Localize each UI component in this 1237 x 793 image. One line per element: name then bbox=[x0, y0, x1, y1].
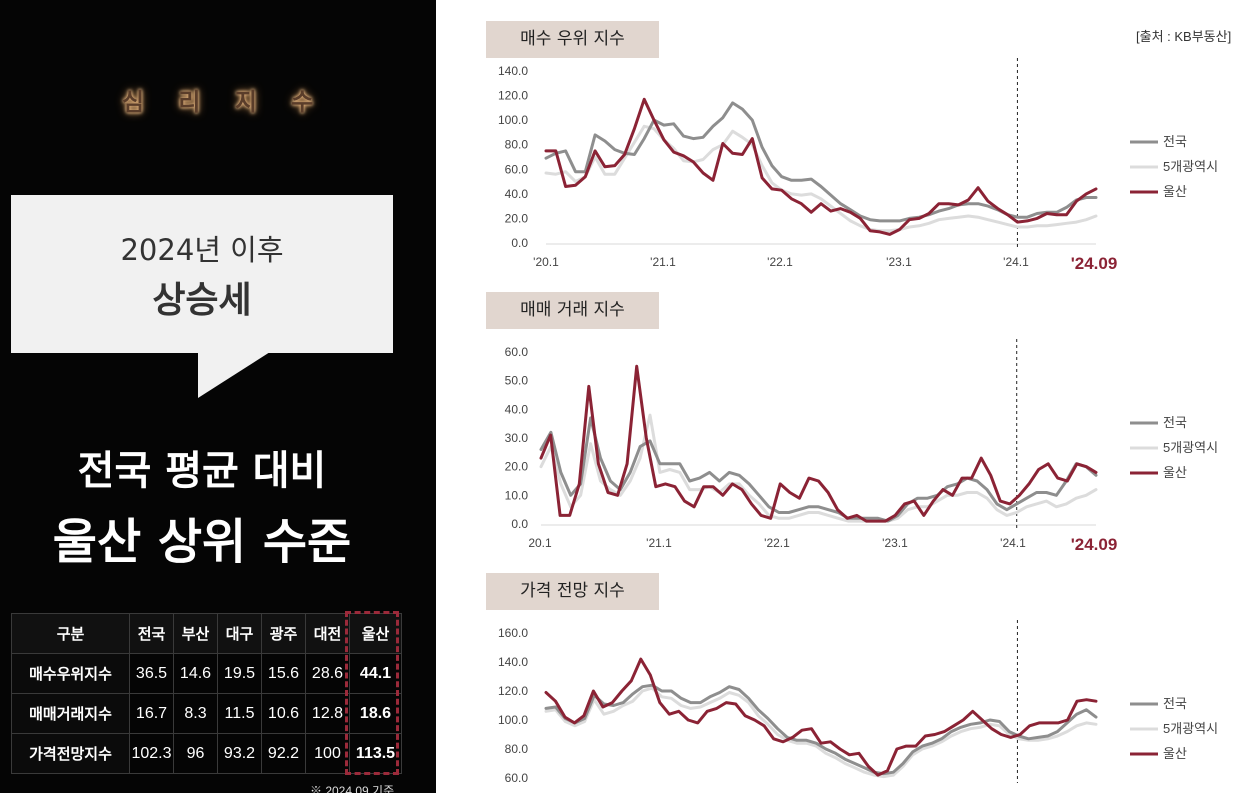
y-tick-label: 20.0 bbox=[505, 460, 529, 474]
table-header-cell: 대전 bbox=[305, 613, 350, 654]
y-tick-label: 60.0 bbox=[505, 345, 529, 359]
table-cell: 18.6 bbox=[349, 693, 402, 734]
x-tick-label: '23.1 bbox=[886, 255, 912, 269]
legend-label: 전국 bbox=[1163, 134, 1187, 149]
y-tick-label: 60.0 bbox=[505, 771, 529, 785]
table-row: 가격전망지수 102.3 96 93.2 92.2 100 113.5 bbox=[11, 733, 402, 774]
ulsan-highlight-box bbox=[345, 611, 399, 775]
y-tick-label: 40.0 bbox=[505, 187, 529, 201]
legend-label: 5개광역시 bbox=[1163, 440, 1218, 455]
table-cell: 15.6 bbox=[261, 653, 306, 694]
table-cell: 100 bbox=[305, 733, 350, 774]
table-cell: 36.5 bbox=[129, 653, 174, 694]
table-cell: 93.2 bbox=[217, 733, 262, 774]
y-tick-label: 20.0 bbox=[505, 211, 529, 225]
table-header-cell: 부산 bbox=[173, 613, 218, 654]
x-tick-label: '21.1 bbox=[646, 536, 672, 550]
y-tick-label: 140.0 bbox=[498, 64, 528, 78]
section-kicker: 심 리 지 수 bbox=[122, 88, 327, 116]
chart-title-trade-volume: 매매 거래 지수 bbox=[486, 292, 659, 329]
series-line-ulsan bbox=[539, 364, 1098, 523]
x-tick-label: '22.1 bbox=[764, 536, 790, 550]
legend-label: 5개광역시 bbox=[1163, 159, 1218, 174]
y-tick-label: 160.0 bbox=[498, 626, 528, 640]
table-cell: 28.6 bbox=[305, 653, 350, 694]
y-tick-label: 140.0 bbox=[498, 655, 528, 669]
series-line-metro5 bbox=[544, 124, 1098, 233]
y-tick-label: 0.0 bbox=[511, 517, 528, 531]
source-label: [출처 : KB부동산] bbox=[1136, 29, 1232, 44]
series-line-ulsan bbox=[544, 657, 1098, 777]
bubble-subtitle: 2024년 이후 bbox=[120, 233, 284, 267]
table-header-cell: 광주 bbox=[261, 613, 306, 654]
table-cell: 102.3 bbox=[129, 733, 174, 774]
series-line-metro5 bbox=[544, 686, 1098, 779]
table-cell: 16.7 bbox=[129, 693, 174, 734]
table-header-cell: 대구 bbox=[217, 613, 262, 654]
legend-label: 전국 bbox=[1163, 696, 1187, 711]
table-cell: 96 bbox=[173, 733, 218, 774]
y-tick-label: 10.0 bbox=[505, 488, 529, 502]
y-tick-label: 100.0 bbox=[498, 713, 528, 727]
y-tick-label: 50.0 bbox=[505, 374, 529, 388]
table-header-cell: 전국 bbox=[129, 613, 174, 654]
series-line-metro5 bbox=[539, 413, 1098, 523]
x-tick-label: '22.1 bbox=[767, 255, 793, 269]
end-date-label: '24.09 bbox=[1071, 254, 1118, 273]
table-header-cell: 구분 bbox=[11, 613, 130, 654]
table-cell: 92.2 bbox=[261, 733, 306, 774]
table-cell: 11.5 bbox=[217, 693, 262, 734]
y-tick-label: 100.0 bbox=[498, 113, 528, 127]
legend-label: 울산 bbox=[1163, 465, 1187, 480]
legend-label: 전국 bbox=[1163, 415, 1187, 430]
x-tick-label: '24.1 bbox=[1000, 536, 1026, 550]
y-tick-label: 60.0 bbox=[505, 162, 529, 176]
table-cell: 14.6 bbox=[173, 653, 218, 694]
end-date-label: '24.09 bbox=[1071, 535, 1118, 554]
y-tick-label: 0.0 bbox=[511, 236, 528, 250]
table-cell: 매매거래지수 bbox=[11, 693, 130, 734]
legend-label: 5개광역시 bbox=[1163, 721, 1218, 736]
trade-volume-chart: 0.0 10.0 20.0 30.0 40.0 50.0 60.0 20.1 '21.1 '22.… bbox=[505, 339, 1218, 554]
y-tick-label: 80.0 bbox=[505, 138, 529, 152]
x-tick-label: '23.1 bbox=[882, 536, 908, 550]
table-cell: 매수우위지수 bbox=[11, 653, 130, 694]
series-line-ulsan bbox=[544, 97, 1098, 236]
legend-label: 울산 bbox=[1163, 746, 1187, 761]
comparison-table: 구분 전국 부산 대구 광주 대전 울산 매수우위지수 36.5 14.6 19… bbox=[11, 613, 402, 774]
table-cell: 8.3 bbox=[173, 693, 218, 734]
table-row: 매수우위지수 36.5 14.6 19.5 15.6 28.6 44.1 bbox=[11, 653, 402, 694]
x-tick-label: '21.1 bbox=[650, 255, 676, 269]
series-line-national bbox=[544, 683, 1098, 776]
left-panel: 심 리 지 수 2024년 이후 상승세 전국 평균 대비 울산 상위 수준 구… bbox=[0, 0, 436, 793]
table-row: 매매거래지수 16.7 8.3 11.5 10.6 12.8 18.6 bbox=[11, 693, 402, 734]
y-tick-label: 120.0 bbox=[498, 89, 528, 103]
chart-title-buy-superiority: 매수 우위 지수 bbox=[486, 21, 659, 58]
table-footnote: ※ 2024.09 기준 bbox=[310, 784, 395, 793]
headline-line2: 울산 상위 수준 bbox=[52, 514, 352, 570]
table-cell: 12.8 bbox=[305, 693, 350, 734]
legend-label: 울산 bbox=[1163, 184, 1187, 199]
x-tick-label: '24.1 bbox=[1003, 255, 1029, 269]
chart-title-price-outlook: 가격 전망 지수 bbox=[486, 573, 659, 610]
series-line-national bbox=[539, 416, 1098, 523]
table-cell: 44.1 bbox=[349, 653, 402, 694]
y-tick-label: 120.0 bbox=[498, 684, 528, 698]
table-cell: 가격전망지수 bbox=[11, 733, 130, 774]
speech-bubble: 2024년 이후 상승세 bbox=[11, 195, 393, 353]
x-tick-label: '20.1 bbox=[533, 255, 559, 269]
x-tick-label: 20.1 bbox=[528, 536, 552, 550]
y-tick-label: 80.0 bbox=[505, 742, 529, 756]
table-cell: 19.5 bbox=[217, 653, 262, 694]
y-tick-label: 40.0 bbox=[505, 402, 529, 416]
buy-superiority-chart: 0.0 20.0 40.0 60.0 80.0 100.0 120.0 140.0 '20.1 '… bbox=[498, 58, 1218, 273]
headline-line1: 전국 평균 대비 bbox=[77, 448, 327, 494]
table-header-cell: 울산 bbox=[349, 613, 402, 654]
speech-bubble-tail bbox=[198, 352, 270, 398]
y-tick-label: 30.0 bbox=[505, 431, 529, 445]
table-cell: 10.6 bbox=[261, 693, 306, 734]
table-header-row: 구분 전국 부산 대구 광주 대전 울산 bbox=[11, 613, 402, 654]
bubble-title: 상승세 bbox=[152, 280, 252, 321]
